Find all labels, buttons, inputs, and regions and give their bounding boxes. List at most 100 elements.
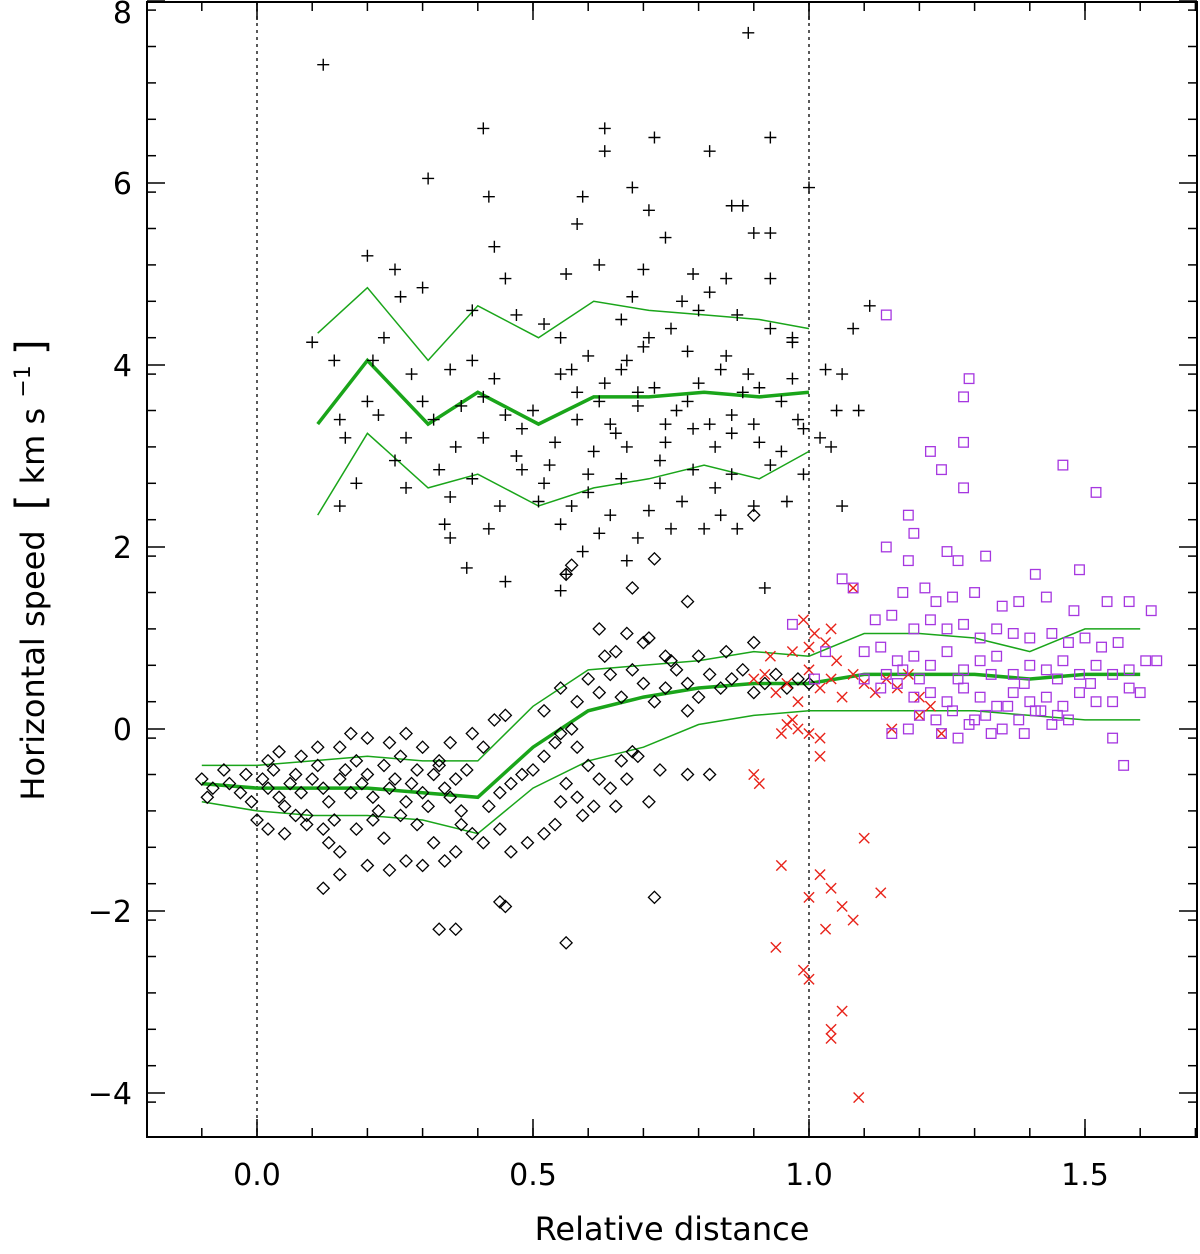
- square-point: [1112, 637, 1124, 649]
- diamond-point: [432, 758, 447, 773]
- cross-point: [825, 882, 837, 894]
- plus-point: [764, 227, 777, 240]
- diamond-point: [310, 758, 325, 773]
- square-point: [969, 714, 981, 726]
- diamond-point: [459, 763, 474, 777]
- plus-point: [582, 349, 595, 362]
- square-point: [1107, 732, 1119, 744]
- plus-point: [389, 454, 401, 467]
- plus-point: [333, 500, 346, 513]
- cross-point: [847, 914, 859, 926]
- plus-point: [692, 377, 705, 390]
- plus-point: [642, 204, 655, 217]
- plus-point: [653, 477, 666, 490]
- diamond-point: [537, 749, 551, 764]
- x-axis-label: Relative distance: [535, 1210, 810, 1248]
- diamond-point: [619, 772, 634, 786]
- diamond-point: [299, 817, 314, 832]
- diamond-point: [504, 844, 518, 859]
- trend-line-lower-low: [201, 710, 1141, 835]
- square-point: [1040, 691, 1052, 703]
- cross-point: [781, 677, 793, 690]
- diamond-point: [354, 776, 369, 791]
- diamond-point: [321, 835, 336, 850]
- y-tick-label: 0: [113, 713, 132, 748]
- square-point: [836, 573, 848, 585]
- plus-point: [538, 477, 551, 490]
- square-point: [908, 623, 920, 635]
- diamond-point: [581, 758, 596, 773]
- square-point: [1123, 664, 1135, 676]
- diamond-point: [371, 803, 386, 818]
- diamond-point: [288, 808, 303, 823]
- square-point: [952, 555, 964, 567]
- plus-point: [819, 363, 832, 376]
- plus-point: [400, 481, 413, 494]
- plus-point: [703, 418, 716, 431]
- diamond-point: [415, 740, 430, 755]
- square-point: [930, 596, 942, 608]
- plus-point: [637, 340, 650, 353]
- plus-point: [659, 418, 672, 431]
- cross-point: [814, 750, 826, 762]
- square-point: [1013, 596, 1025, 608]
- diamond-point: [564, 722, 579, 736]
- diamond-point: [465, 826, 480, 841]
- cross-point: [853, 1091, 865, 1104]
- plus-point: [725, 199, 738, 212]
- reference-lines: [256, 2, 810, 1137]
- data-points: [194, 26, 1163, 1104]
- diamond-point: [393, 808, 408, 823]
- diamond-point: [487, 712, 502, 727]
- square-point: [908, 527, 920, 539]
- square-point: [1068, 605, 1080, 617]
- plus-point: [482, 190, 495, 203]
- diamond-point: [244, 794, 259, 809]
- diamond-point: [377, 758, 391, 773]
- diamond-point: [592, 772, 607, 786]
- plus-point: [422, 172, 435, 185]
- diamond-point: [332, 867, 347, 882]
- plus-point: [725, 409, 738, 422]
- square-point: [941, 623, 953, 635]
- plus-point: [659, 231, 672, 244]
- diamond-point: [608, 644, 623, 659]
- plus-point: [444, 531, 457, 544]
- diamond-point: [669, 662, 684, 677]
- plus-point: [510, 308, 523, 321]
- plus-point: [477, 431, 490, 444]
- cross-point: [803, 664, 815, 676]
- diamond-point: [410, 763, 424, 777]
- plus-point: [554, 331, 567, 344]
- diamond-point: [443, 735, 458, 750]
- diamond-point: [343, 726, 358, 741]
- diamond-point: [680, 594, 695, 609]
- plus-point: [836, 368, 849, 381]
- cross-point: [797, 964, 810, 976]
- plus-point: [825, 440, 838, 453]
- square-point: [985, 728, 997, 740]
- diamond-point: [746, 508, 761, 523]
- plus-point: [515, 463, 528, 476]
- plus-point: [620, 440, 633, 453]
- plus-point: [400, 431, 413, 444]
- plus-point: [725, 427, 738, 440]
- plus-point: [665, 322, 677, 335]
- plus-point: [863, 299, 876, 312]
- plus-point: [499, 272, 512, 285]
- diamond-point: [310, 740, 325, 755]
- cross-point: [935, 727, 948, 740]
- diamond-point: [222, 776, 237, 791]
- square-point: [958, 682, 970, 694]
- axis-ticks: 0.0 0.5 1.0 1.5 −4 −2 0 2 4 6 8: [88, 0, 1197, 1193]
- plus-point: [538, 318, 551, 331]
- square-point: [913, 709, 925, 721]
- diamond-point: [421, 799, 436, 814]
- diamond-point: [768, 667, 783, 682]
- square-point: [919, 582, 931, 594]
- square-point: [1057, 655, 1069, 667]
- square-point: [1035, 705, 1047, 717]
- plus-point: [593, 258, 606, 271]
- diamond-point: [746, 685, 761, 700]
- plus-point: [554, 518, 567, 531]
